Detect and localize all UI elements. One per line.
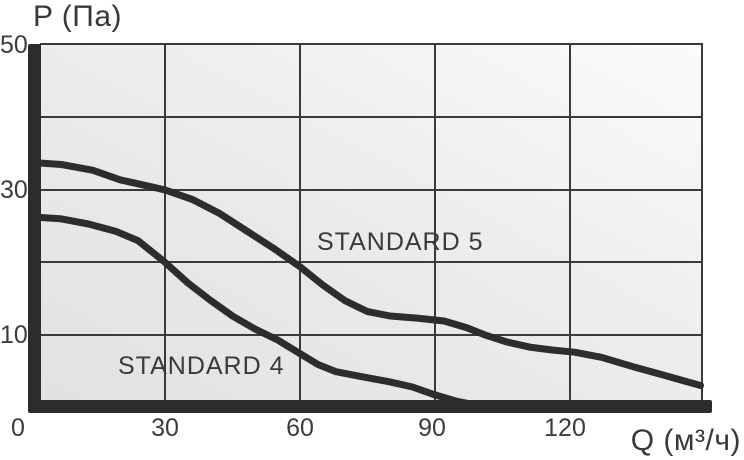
x-tick-120: 120 bbox=[544, 414, 586, 442]
y-tick-30: 30 bbox=[0, 176, 28, 204]
y-axis-bar bbox=[28, 44, 41, 412]
gridline-horizontal bbox=[40, 188, 701, 191]
gridline-vertical bbox=[569, 45, 571, 400]
curve-label-standard-4: STANDARD 4 bbox=[118, 352, 285, 380]
y-tick-10: 10 bbox=[0, 321, 28, 349]
gridline-horizontal bbox=[40, 333, 701, 336]
y-axis-title: P (Па) bbox=[33, 0, 123, 33]
x-axis-title: Q (м³/ч) bbox=[630, 424, 741, 457]
y-tick-50: 50 bbox=[0, 31, 28, 59]
gridline-horizontal bbox=[40, 261, 701, 264]
x-axis-bar bbox=[28, 400, 712, 413]
plot-area bbox=[40, 43, 703, 400]
gridline-vertical bbox=[434, 45, 436, 400]
x-tick-90: 90 bbox=[418, 414, 446, 442]
curve-standard-4 bbox=[28, 213, 484, 410]
gridline-horizontal bbox=[40, 116, 701, 119]
curve-standard-5 bbox=[28, 158, 704, 389]
curve-layer bbox=[28, 158, 704, 410]
x-tick-0: 0 bbox=[11, 414, 25, 442]
gridline-vertical bbox=[164, 45, 166, 400]
x-tick-60: 60 bbox=[286, 414, 314, 442]
gridline-vertical bbox=[299, 45, 301, 400]
curve-label-standard-5: STANDARD 5 bbox=[317, 228, 484, 256]
x-tick-30: 30 bbox=[151, 414, 179, 442]
